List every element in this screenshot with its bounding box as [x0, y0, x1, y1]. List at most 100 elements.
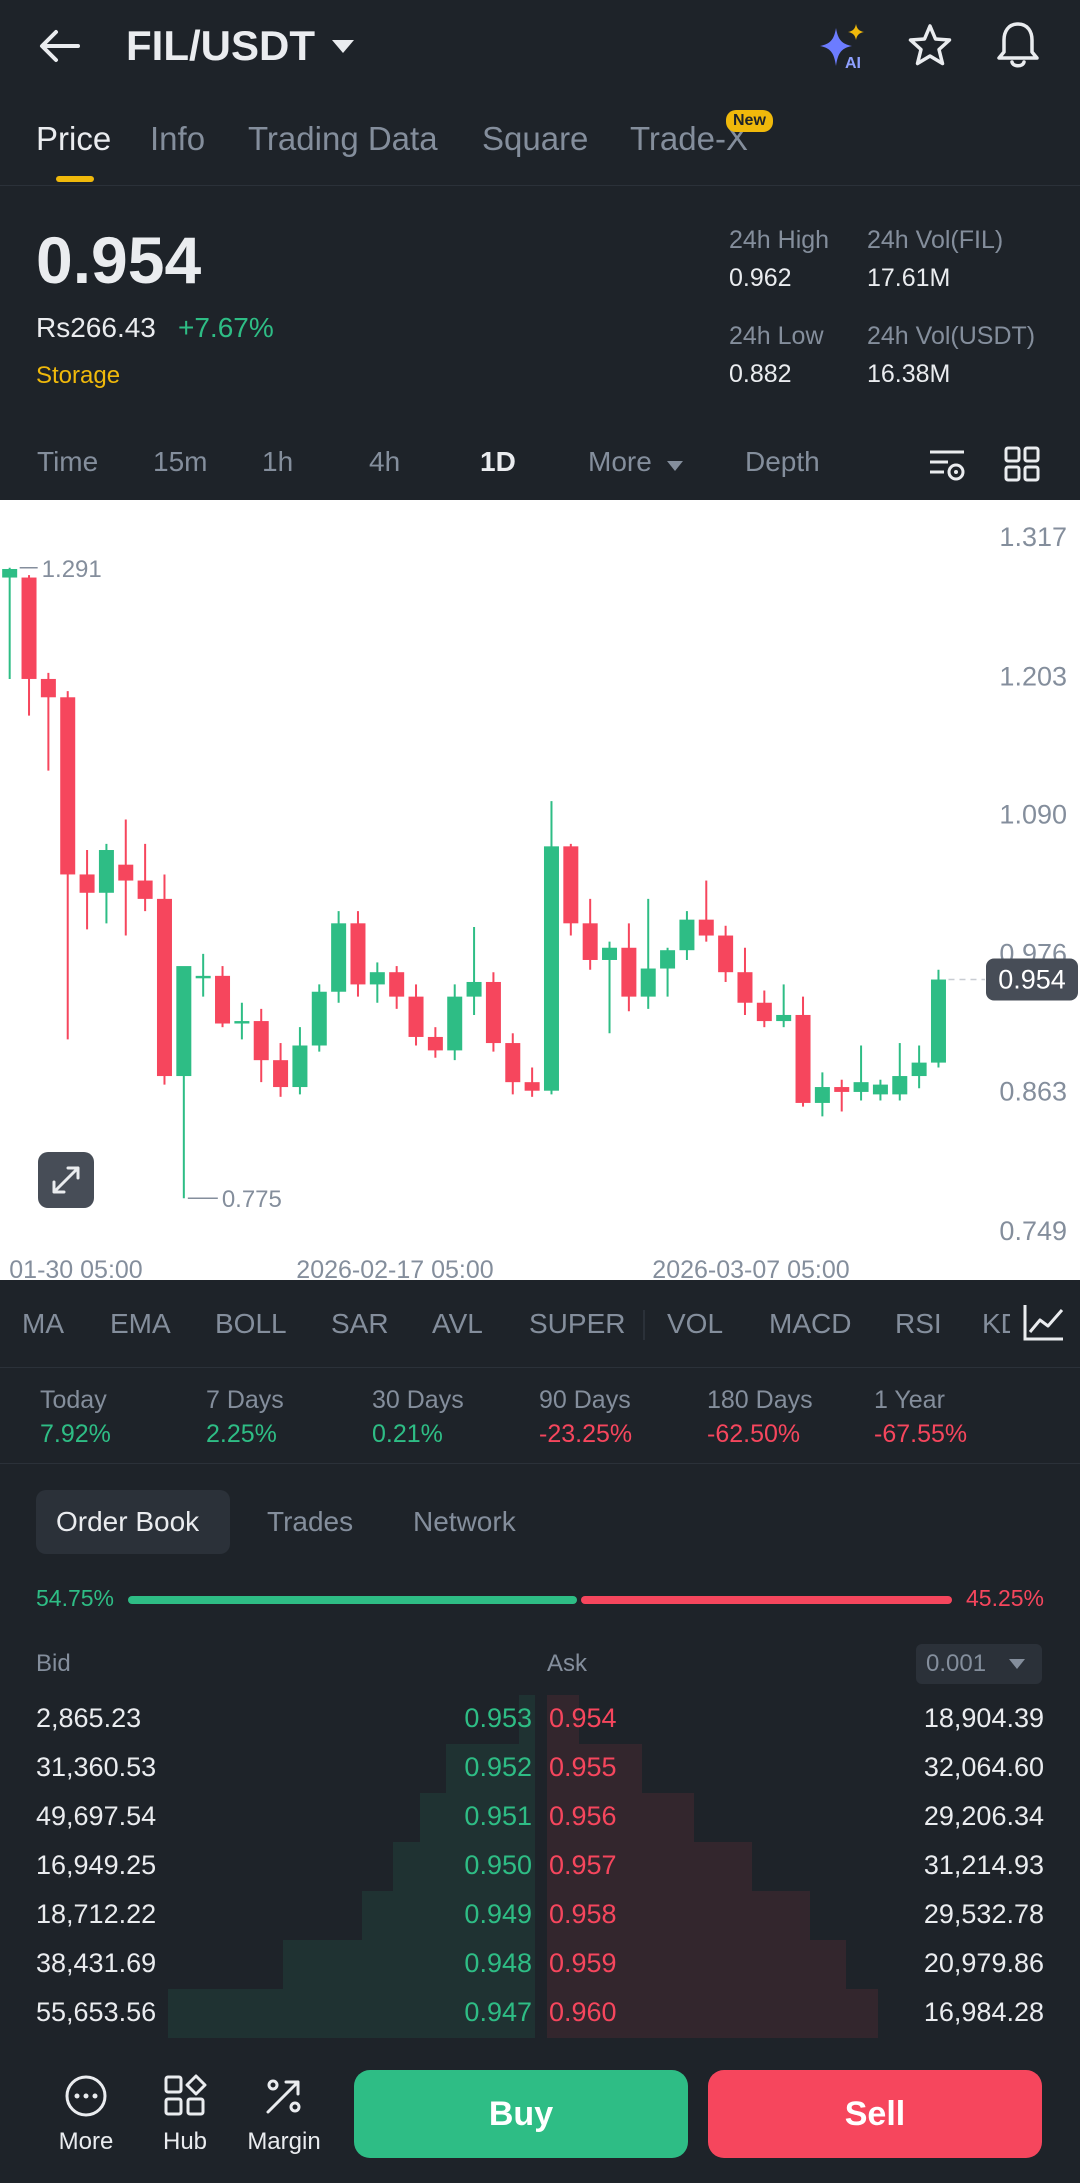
precision-value: 0.001 [926, 1650, 987, 1677]
ask-ratio-bar [581, 1596, 952, 1604]
ask-depth-bar [547, 1695, 579, 1744]
ind-avl[interactable]: AVL [432, 1308, 483, 1339]
ask-quantity: 20,979.86 [923, 1948, 1044, 1978]
tab-square[interactable]: Square [482, 120, 589, 157]
sparkle-icon: AI [820, 24, 864, 72]
ind-ma[interactable]: MA [22, 1308, 64, 1339]
tf-more[interactable]: More [588, 446, 652, 477]
ask-depth-bar [547, 1793, 694, 1842]
tf-time[interactable]: Time [37, 446, 99, 477]
ind-macd[interactable]: MACD [769, 1308, 852, 1339]
ai-badge-label: AI [845, 55, 861, 72]
orderbook-row[interactable]: 16,949.25 0.950 0.957 31,214.93 [0, 1842, 1080, 1891]
ask-price: 0.955 [549, 1752, 617, 1782]
more-caret-icon[interactable] [666, 460, 684, 472]
layout-grid-icon[interactable] [1004, 446, 1040, 482]
tab-order-book-label[interactable]: Order Book [56, 1506, 200, 1537]
candle-body [795, 1014, 811, 1103]
y-tick-label: 0.863 [999, 1077, 1067, 1107]
tab-trades[interactable]: Trades [267, 1506, 354, 1537]
orderbook-row[interactable]: 55,653.56 0.947 0.960 16,984.28 [0, 1989, 1080, 2038]
tab-trading-data[interactable]: Trading Data [248, 120, 438, 157]
candle-body [814, 1087, 830, 1103]
fullscreen-button[interactable] [38, 1152, 94, 1208]
candle-body [408, 996, 424, 1037]
ask-quantity: 16,984.28 [923, 1997, 1044, 2027]
bid-quantity: 16,949.25 [36, 1850, 157, 1880]
candle-body [756, 1002, 772, 1022]
bid-ratio-bar [128, 1596, 578, 1604]
tab-price[interactable]: Price [36, 120, 112, 157]
tab-order-book[interactable] [36, 1490, 230, 1554]
favorite-star-icon[interactable] [906, 22, 954, 70]
bid-quantity: 55,653.56 [36, 1997, 157, 2027]
tf-4h[interactable]: 4h [369, 446, 401, 477]
bid-depth-bar [419, 1793, 535, 1842]
orderbook-header: Bid Ask 0.001 [0, 1644, 1080, 1688]
ind-ema[interactable]: EMA [110, 1308, 171, 1339]
ind-rsi[interactable]: RSI [895, 1308, 942, 1339]
tf-depth[interactable]: Depth [745, 446, 820, 477]
ind-sar[interactable]: SAR [331, 1308, 389, 1339]
orderbook-row[interactable]: 49,697.54 0.951 0.956 29,206.34 [0, 1793, 1080, 1842]
notification-bell-icon[interactable] [994, 20, 1042, 70]
low-marker-label: 0.775 [222, 1186, 282, 1213]
caret-down-icon[interactable] [330, 36, 356, 56]
expand-arrows-icon [52, 1166, 80, 1194]
bid-ask-ratio: 54.75% 45.25% [0, 1585, 1080, 1615]
last-price: 0.954 [36, 223, 202, 297]
ask-depth-bar [547, 1989, 878, 2038]
buy-button[interactable]: Buy [354, 2070, 688, 2158]
candle-body [331, 923, 347, 992]
top-bar: FIL/USDT AI [0, 0, 1080, 92]
ask-quantity: 29,206.34 [923, 1801, 1044, 1831]
ask-depth-bar [547, 1842, 752, 1891]
nav-hub[interactable]: Hub [140, 2074, 230, 2156]
orderbook-tabs: Order Book Trades Network [0, 1490, 1080, 1554]
orderbook-row[interactable]: 38,431.69 0.948 0.959 20,979.86 [0, 1940, 1080, 1989]
category-tag[interactable]: Storage [36, 362, 121, 389]
candle-body [118, 864, 134, 881]
tf-1d[interactable]: 1D [480, 446, 516, 477]
precision-select[interactable]: 0.001 [916, 1644, 1042, 1684]
perf-label-30d: 30 Days [372, 1386, 464, 1414]
pair-title[interactable]: FIL/USDT [126, 22, 315, 69]
ask-price: 0.958 [549, 1899, 617, 1929]
ind-super[interactable]: SUPER [529, 1308, 626, 1339]
back-arrow-icon[interactable] [38, 26, 82, 66]
bid-price: 0.951 [464, 1801, 532, 1831]
sell-button[interactable]: Sell [708, 2070, 1042, 2158]
candle-body [60, 697, 76, 875]
ai-assistant-icon[interactable]: AI [818, 22, 868, 72]
orderbook-row[interactable]: 2,865.23 0.953 0.954 18,904.39 [0, 1695, 1080, 1744]
price-change-percent: +7.67% [178, 312, 274, 343]
indicator-settings-icon[interactable] [1022, 1302, 1066, 1342]
x-tick-label: 2026-02-17 05:00 [296, 1256, 493, 1280]
nav-more[interactable]: More [41, 2074, 131, 2156]
bid-price: 0.952 [464, 1752, 532, 1782]
orderbook-row[interactable]: 18,712.22 0.949 0.958 29,532.78 [0, 1891, 1080, 1940]
y-tick-label: 1.317 [999, 522, 1067, 552]
chart-settings-icon[interactable] [928, 446, 966, 484]
candle-body [273, 1060, 289, 1088]
orderbook-row[interactable]: 31,360.53 0.952 0.955 32,064.60 [0, 1744, 1080, 1793]
perf-label-180d: 180 Days [707, 1386, 813, 1414]
tab-network[interactable]: Network [413, 1506, 516, 1537]
bid-column-label: Bid [36, 1650, 71, 1677]
candle-body [718, 935, 734, 973]
bid-quantity: 49,697.54 [36, 1801, 157, 1831]
ind-vol[interactable]: VOL [667, 1308, 724, 1339]
candle-body [21, 577, 37, 679]
candle-body [40, 678, 56, 698]
perf-value-180d: -62.50% [707, 1420, 801, 1448]
low-value: 0.882 [729, 360, 792, 388]
ind-boll[interactable]: BOLL [215, 1308, 287, 1339]
bid-depth-bar [361, 1891, 535, 1940]
tf-1h[interactable]: 1h [262, 446, 294, 477]
nav-margin[interactable]: Margin [239, 2074, 329, 2156]
perf-label-7d: 7 Days [206, 1386, 284, 1414]
tab-info[interactable]: Info [150, 120, 206, 157]
candle-body [466, 981, 482, 997]
tf-15m[interactable]: 15m [153, 446, 208, 477]
candlestick-chart[interactable]: 1.317 1.203 1.090 0.976 0.863 0.749 01-30 05:0… [0, 500, 1080, 1280]
